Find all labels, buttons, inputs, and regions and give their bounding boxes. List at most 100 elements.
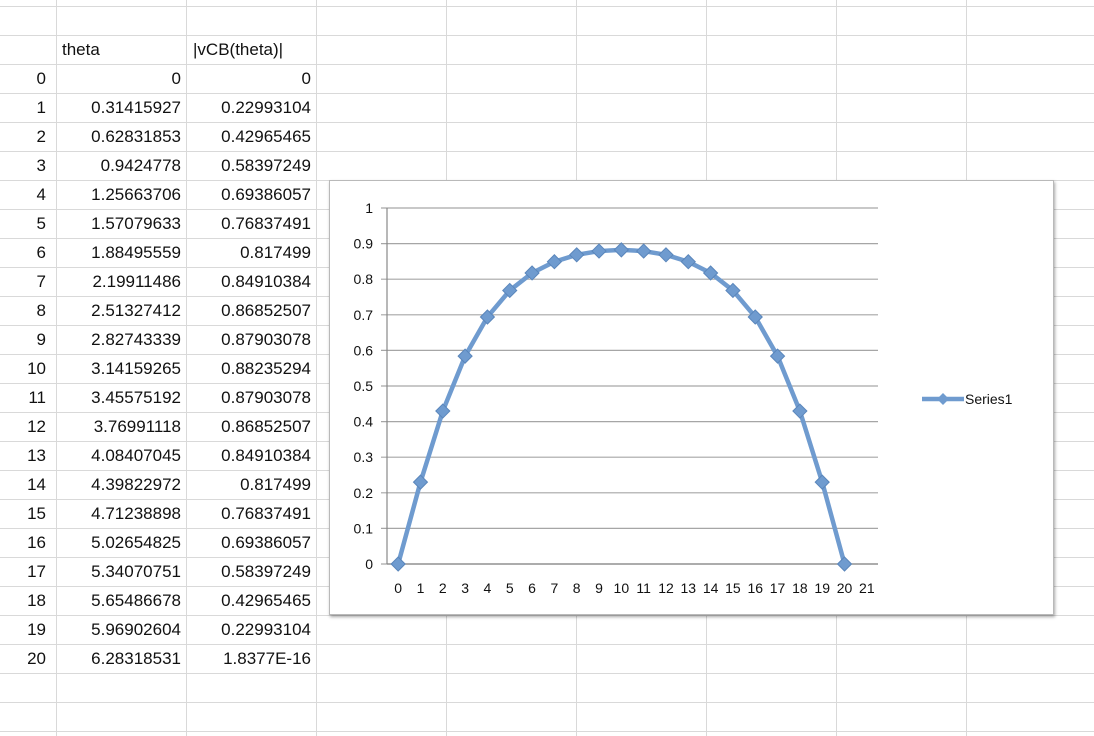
vcb-cell[interactable]: 0.87903078 xyxy=(221,388,311,407)
data-point xyxy=(769,348,786,364)
theta-cell[interactable]: 1.57079633 xyxy=(91,214,181,233)
theta-cell[interactable]: 4.39822972 xyxy=(91,475,181,494)
theta-cell[interactable]: 5.96902604 xyxy=(91,620,181,639)
row-index[interactable]: 5 xyxy=(36,214,46,233)
y-tick-label: 0.1 xyxy=(354,520,374,536)
theta-cell[interactable]: 2.19911486 xyxy=(92,272,181,291)
theta-cell[interactable]: 3.76991118 xyxy=(93,417,181,436)
data-point xyxy=(814,474,830,490)
row-index[interactable]: 8 xyxy=(36,301,46,320)
row-index[interactable]: 12 xyxy=(27,417,46,436)
data-point xyxy=(502,282,518,299)
x-tick-label: 7 xyxy=(550,580,558,596)
x-tick-label: 17 xyxy=(770,580,786,596)
row-index[interactable]: 7 xyxy=(36,272,46,291)
vcb-cell[interactable]: 0.42965465 xyxy=(221,127,311,146)
x-tick-label: 21 xyxy=(859,580,875,596)
row-index[interactable]: 6 xyxy=(36,243,46,262)
chart[interactable]: 0 0.1 0.2 0.3 0.4 0.5 0.6 0.7 0.8 0.9 1 0 1 2 3 4 5 6 7 8 9 1… xyxy=(329,180,1054,615)
y-tick-label: 0.4 xyxy=(354,414,374,430)
x-tick-label: 15 xyxy=(725,580,741,596)
data-point xyxy=(524,265,540,281)
vcb-cell[interactable]: 0.76837491 xyxy=(221,214,311,233)
row-index[interactable]: 0 xyxy=(36,69,46,88)
vcb-cell[interactable]: 0.86852507 xyxy=(221,417,311,436)
vcb-cell[interactable]: 0.817499 xyxy=(240,243,311,262)
vcb-cell[interactable]: 0.88235294 xyxy=(221,359,311,378)
row-index[interactable]: 9 xyxy=(36,330,46,349)
x-tick-label: 19 xyxy=(814,580,830,596)
data-point xyxy=(568,247,585,263)
header-vcb[interactable]: |vCB(theta)| xyxy=(193,40,284,59)
x-tick-label: 20 xyxy=(837,580,853,596)
data-point xyxy=(635,243,652,259)
data-point xyxy=(591,243,607,259)
row-index[interactable]: 17 xyxy=(27,562,46,581)
theta-cell[interactable]: 0 xyxy=(171,69,181,88)
theta-cell[interactable]: 6.28318531 xyxy=(91,649,181,668)
vcb-cell[interactable]: 0.22993104 xyxy=(221,620,311,639)
x-tick-label: 6 xyxy=(528,580,536,596)
row-index[interactable]: 18 xyxy=(27,591,46,610)
theta-cell[interactable]: 2.51327412 xyxy=(91,301,181,320)
row-index[interactable]: 14 xyxy=(27,475,46,494)
x-tick-label: 3 xyxy=(461,580,469,596)
row-index[interactable]: 2 xyxy=(36,127,46,146)
row-index[interactable]: 15 xyxy=(27,504,46,523)
vcb-cell[interactable]: 0.69386057 xyxy=(221,185,311,204)
row-index[interactable]: 10 xyxy=(27,359,46,378)
theta-cell[interactable]: 4.71238898 xyxy=(91,504,181,523)
legend-marker xyxy=(937,393,949,405)
data-point xyxy=(435,403,451,419)
vcb-cell[interactable]: 0.22993104 xyxy=(221,98,311,117)
theta-cell[interactable]: 1.25663706 xyxy=(91,185,181,204)
vcb-cell[interactable]: 0 xyxy=(301,69,311,88)
y-tick-label: 0.9 xyxy=(354,236,374,252)
theta-cell[interactable]: 0.31415927 xyxy=(91,98,181,117)
x-tick-label: 11 xyxy=(636,580,651,596)
row-index[interactable]: 4 xyxy=(36,185,46,204)
theta-cell[interactable]: 1.88495559 xyxy=(91,243,181,262)
legend-label: Series1 xyxy=(965,391,1013,407)
theta-cell[interactable]: 5.02654825 xyxy=(91,533,181,552)
theta-cell[interactable]: 5.65486678 xyxy=(91,591,181,610)
x-tick-label: 8 xyxy=(573,580,581,596)
line-chart: 00.10.20.30.40.50.60.70.80.910 1 2 3 4 5 6 7 8 9 1… xyxy=(354,200,1013,596)
x-tick-label: 9 xyxy=(595,580,603,596)
vcb-cell[interactable]: 0.86852507 xyxy=(221,301,311,320)
header-theta[interactable]: theta xyxy=(62,40,100,59)
data-point xyxy=(836,556,853,572)
vcb-cell[interactable]: 0.42965465 xyxy=(221,591,311,610)
theta-cell[interactable]: 3.45575192 xyxy=(91,388,181,407)
theta-cell[interactable]: 3.14159265 xyxy=(91,359,181,378)
theta-cell[interactable]: 4.08407045 xyxy=(91,446,181,465)
vcb-cell[interactable]: 0.58397249 xyxy=(221,156,311,175)
row-index[interactable]: 11 xyxy=(28,388,46,407)
theta-cell[interactable]: 0.62831853 xyxy=(91,127,181,146)
data-point xyxy=(658,247,674,263)
row-index[interactable]: 13 xyxy=(27,446,46,465)
vcb-cell[interactable]: 0.84910384 xyxy=(221,272,311,291)
vcb-cell[interactable]: 0.76837491 xyxy=(221,504,311,523)
data-point xyxy=(546,254,563,270)
x-tick-label: 4 xyxy=(484,580,492,596)
theta-cell[interactable]: 5.34070751 xyxy=(91,562,181,581)
y-tick-label: 0.3 xyxy=(354,449,374,465)
theta-cell[interactable]: 2.82743339 xyxy=(91,330,181,349)
vcb-cell[interactable]: 0.817499 xyxy=(240,475,311,494)
row-index[interactable]: 19 xyxy=(27,620,46,639)
row-index[interactable]: 1 xyxy=(36,98,46,117)
row-index[interactable]: 3 xyxy=(36,156,46,175)
row-index[interactable]: 16 xyxy=(27,533,46,552)
theta-cell[interactable]: 0.9424778 xyxy=(100,156,181,175)
data-point xyxy=(702,265,719,281)
vcb-cell[interactable]: 1.8377E-16 xyxy=(223,649,311,668)
y-tick-label: 0.8 xyxy=(354,271,374,287)
vcb-cell[interactable]: 0.58397249 xyxy=(221,562,311,581)
row-index[interactable]: 20 xyxy=(27,649,46,668)
vcb-cell[interactable]: 0.84910384 xyxy=(221,446,311,465)
y-tick-label: 0 xyxy=(365,556,373,572)
vcb-cell[interactable]: 0.87903078 xyxy=(221,330,311,349)
series-line xyxy=(395,247,847,565)
vcb-cell[interactable]: 0.69386057 xyxy=(221,533,311,552)
